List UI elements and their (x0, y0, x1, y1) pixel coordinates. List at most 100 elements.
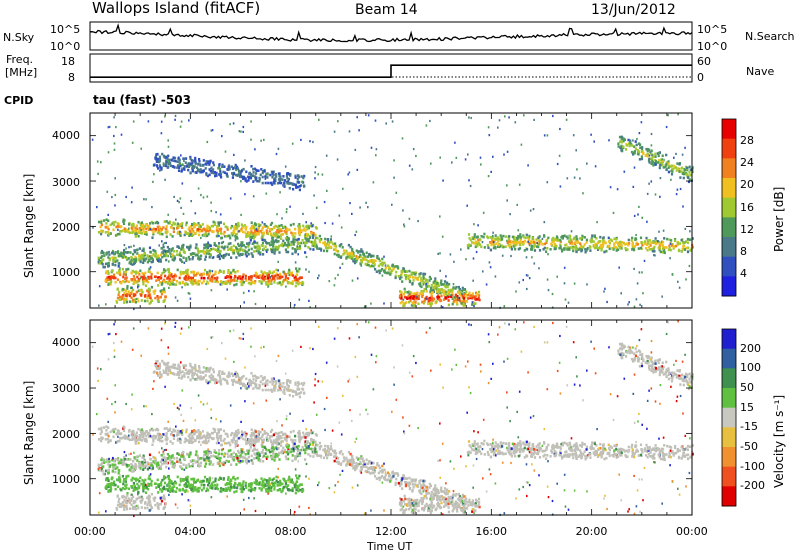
power-cell (121, 267, 124, 271)
power-cell (168, 221, 172, 225)
power-cell (107, 230, 110, 234)
noise-panel (89, 21, 693, 51)
power-cell (133, 270, 136, 274)
power-cell (602, 239, 605, 243)
power-cell (545, 250, 548, 253)
power-cell (359, 250, 362, 253)
velocity-cell (226, 433, 229, 436)
power-cell (131, 286, 133, 289)
power-scatter (91, 113, 694, 311)
power-cell (512, 237, 516, 241)
power-cell (223, 235, 226, 238)
power-cell (513, 245, 516, 248)
power-cell (625, 242, 628, 245)
velocity-cell (296, 449, 300, 453)
power-cell (181, 244, 184, 248)
power-cell (436, 290, 439, 293)
power-cell (274, 224, 277, 228)
power-cell (604, 287, 606, 290)
power-cell (641, 244, 644, 247)
velocity-cell (138, 433, 142, 437)
velocity-cell (144, 432, 147, 435)
power-cell (176, 253, 179, 256)
power-cell (260, 282, 263, 285)
power-cell (218, 229, 221, 233)
power-cell (582, 192, 584, 195)
power-cell (154, 275, 157, 279)
power-cell (136, 281, 139, 284)
power-cell (254, 246, 257, 249)
power-cell (157, 278, 160, 281)
power-cell (514, 247, 517, 251)
power-cell (165, 250, 168, 253)
power-cell (235, 225, 238, 228)
power-cell (436, 295, 439, 299)
power-cell (188, 292, 191, 295)
velocity-cell (225, 442, 228, 445)
power-cell (563, 248, 566, 251)
velocity-cell (118, 459, 121, 463)
power-cell (190, 163, 193, 167)
power-cell (422, 274, 425, 278)
velocity-cell (232, 458, 236, 462)
power-cell (230, 248, 233, 252)
power-cell (291, 183, 294, 186)
power-cell (334, 248, 337, 251)
power-cell (114, 280, 117, 284)
power-cell (525, 256, 528, 259)
velocity-cell (107, 426, 110, 429)
power-cell (221, 135, 223, 138)
power-cell (405, 270, 409, 273)
power-cell (173, 227, 176, 230)
power-cell (466, 244, 469, 247)
power-cell (111, 262, 114, 266)
velocity-cell (215, 451, 218, 454)
power-cell (402, 267, 405, 270)
power-cell (164, 178, 166, 181)
power-cell (425, 124, 428, 127)
power-cell (298, 233, 301, 237)
power-cell (165, 156, 168, 159)
power-cell (130, 201, 133, 204)
power-cell (546, 247, 549, 250)
power-cell (286, 172, 289, 175)
power-cell (393, 159, 395, 162)
velocity-cell (102, 472, 105, 476)
velocity-cell (131, 464, 134, 467)
velocity-cell (198, 465, 201, 468)
power-cell (627, 138, 630, 142)
power-cell (114, 260, 117, 263)
velocity-cell (123, 460, 126, 463)
velocity-cell (133, 465, 136, 468)
velocity-cell (196, 460, 199, 463)
power-cell (451, 291, 454, 295)
power-cell (170, 273, 173, 276)
power-cell (274, 248, 277, 251)
power-cell (98, 262, 101, 265)
velocity-cell (109, 488, 112, 492)
power-cell (446, 285, 449, 289)
power-cell (291, 252, 294, 256)
power-cell (202, 159, 205, 162)
power-cell (173, 278, 176, 281)
power-cell (392, 266, 396, 270)
velocity-cell (171, 442, 174, 445)
power-cell (425, 297, 427, 300)
power-cell (515, 243, 518, 246)
velocity-cell (207, 436, 210, 440)
power-cell (342, 249, 346, 252)
power-cell (506, 241, 509, 244)
power-cell (205, 160, 208, 163)
power-cell (238, 130, 241, 133)
power-cell (594, 165, 597, 168)
power-cell (166, 230, 169, 233)
power-cell (359, 262, 362, 266)
velocity-cell (237, 428, 240, 432)
velocity-cell (156, 478, 159, 482)
velocity-cell (307, 433, 310, 437)
velocity-cell (278, 458, 281, 461)
power-cell (187, 164, 190, 168)
velocity-cell (131, 438, 134, 441)
power-cell (285, 273, 288, 276)
velocity-cell (135, 465, 138, 468)
